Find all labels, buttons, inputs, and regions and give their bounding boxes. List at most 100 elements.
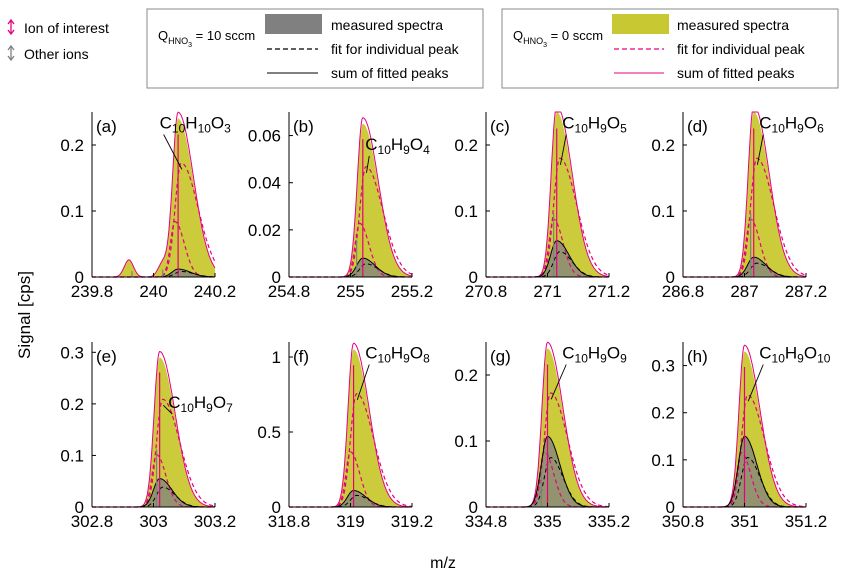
formula-label: C10H9O7 <box>168 393 233 415</box>
formula-pointer-line <box>550 364 567 400</box>
panel-letter: (e) <box>96 347 117 366</box>
formula-pointer-line <box>163 134 183 170</box>
x-tick-label: 335 <box>533 512 561 531</box>
formula-label: C10H9O9 <box>562 344 627 366</box>
panel-1: 0 0.02 0.04 0.06 254.8 255 255.2 (b) C10H9O4 <box>248 112 433 301</box>
y-tick-label: 0.2 <box>454 366 478 385</box>
panel-letter: (d) <box>687 117 708 136</box>
x-tick-label: 319 <box>336 512 364 531</box>
y-tick-label: 0.06 <box>248 127 281 146</box>
x-tick-label: 287 <box>730 282 758 301</box>
y-tick-label: 0 <box>75 498 84 517</box>
x-tick-label: 287.2 <box>785 282 828 301</box>
y-tick-label: 0.2 <box>651 136 675 155</box>
y-tick-label: 0 <box>666 498 675 517</box>
measured-area-10sccm <box>92 478 215 507</box>
legend-box1-item-1: fit for individual peak <box>331 41 460 57</box>
y-axis-title: Signal [cps] <box>15 271 34 359</box>
x-tick-label: 286.8 <box>662 282 705 301</box>
formula-pointer-line <box>756 134 764 165</box>
panel-5: 0 0.5 1 318.8 319 319.2 (f) C10H9O8 <box>257 342 433 531</box>
measured-area-10sccm <box>486 240 609 277</box>
formula-pointer-line <box>356 364 370 401</box>
y-tick-label: 0.1 <box>454 432 478 451</box>
fit-peak-0sccm-1 <box>683 157 807 278</box>
measured-area-10sccm <box>92 269 215 277</box>
measured-area-0sccm <box>683 112 806 277</box>
fit-peak-0sccm-2 <box>486 218 609 278</box>
measured-swatch-0 <box>612 14 669 34</box>
marker-legend: Ion of interest Other ions <box>7 18 109 62</box>
y-tick-label: 0.3 <box>60 343 84 362</box>
measured-area-0sccm <box>92 118 215 277</box>
y-tick-label: 0 <box>469 498 478 517</box>
x-tick-label: 335.2 <box>588 512 631 531</box>
y-tick-label: 0 <box>75 268 84 287</box>
x-tick-label: 240.2 <box>194 282 237 301</box>
fit-peak-0sccm-1 <box>92 162 216 278</box>
formula-pointer-line <box>747 364 764 402</box>
y-tick-label: 0.2 <box>454 136 478 155</box>
y-tick-label: 0.1 <box>454 202 478 221</box>
formula-pointer-line <box>366 155 370 173</box>
legend-box1-title: QHNO3 = 10 sccm <box>158 28 255 49</box>
formula-pointer-line <box>163 404 173 415</box>
x-tick-label: 255 <box>336 282 364 301</box>
legend-box2-item-0: measured spectra <box>677 17 789 33</box>
panel-letter: (h) <box>687 347 708 366</box>
y-tick-label: 0.3 <box>651 357 675 376</box>
legend-box-0sccm: QHNO3 = 0 sccm measured spectra fit for … <box>501 8 839 89</box>
measured-area-10sccm <box>289 258 412 277</box>
legend-box1-item-2: sum of fitted peaks <box>331 65 449 81</box>
y-tick-label: 0.1 <box>651 202 675 221</box>
y-tick-label: 0 <box>272 268 281 287</box>
ion-of-interest-marker-icon <box>7 18 15 36</box>
legend-box2-title: QHNO3 = 0 sccm <box>513 28 603 49</box>
legend-box-10sccm: QHNO3 = 10 sccm measured spectra fit for… <box>146 8 484 89</box>
x-tick-label: 271 <box>533 282 561 301</box>
panel-letter: (a) <box>96 117 117 136</box>
x-tick-label: 270.8 <box>465 282 508 301</box>
formula-label: C10H9O6 <box>759 114 824 136</box>
y-tick-label: 0.1 <box>60 202 84 221</box>
measured-area-0sccm <box>486 112 609 277</box>
panels: 0 0.1 0.2 239.8 240 240.2 (a) C10H10O3 0 0.02 0.04… <box>60 111 831 531</box>
y-tick-label: 0 <box>666 268 675 287</box>
y-tick-label: 0.1 <box>651 451 675 470</box>
panel-4: 0 0.1 0.2 0.3 302.8 303 303.2 (e) C10H9O7 <box>60 342 236 531</box>
x-tick-label: 271.2 <box>588 282 631 301</box>
formula-label: C10H9O4 <box>365 135 430 157</box>
panel-7: 0 0.1 0.2 0.3 350.8 351 351.2 (h) C10H9O10 <box>651 342 831 531</box>
legend-box2-item-2: sum of fitted peaks <box>677 65 795 81</box>
measured-swatch-10 <box>265 14 322 34</box>
y-tick-label: 0.5 <box>257 423 281 442</box>
measured-area-10sccm <box>289 490 412 507</box>
measured-area-0sccm <box>289 123 412 277</box>
x-tick-label: 240 <box>139 282 167 301</box>
measured-area-0sccm <box>289 349 412 507</box>
fit-peak-0sccm-1 <box>486 157 610 278</box>
formula-label: C10H9O10 <box>759 344 831 366</box>
measured-area-0sccm <box>92 357 215 507</box>
x-axis-title: m/z <box>430 555 456 572</box>
x-tick-label: 351.2 <box>785 512 828 531</box>
panel-3: 0 0.1 0.2 286.8 287 287.2 (d) C10H9O6 <box>651 111 828 301</box>
y-tick-label: 0.2 <box>60 395 84 414</box>
legend-box1-item-0: measured spectra <box>331 17 443 33</box>
panel-letter: (b) <box>293 117 314 136</box>
y-tick-label: 0.2 <box>651 404 675 423</box>
fit-peak-10sccm <box>92 486 215 508</box>
x-tick-label: 351 <box>730 512 758 531</box>
x-tick-label: 319.2 <box>391 512 434 531</box>
x-tick-label: 255.2 <box>391 282 434 301</box>
fit-peak-0sccm-2 <box>289 222 412 278</box>
fit-peak-0sccm-2 <box>683 218 806 278</box>
panel-letter: (g) <box>490 347 511 366</box>
x-tick-label: 318.8 <box>268 512 311 531</box>
formula-label: C10H10O3 <box>160 114 232 136</box>
y-tick-label: 0.02 <box>248 221 281 240</box>
legend-box2-item-1: fit for individual peak <box>677 41 806 57</box>
panel-6: 0 0.1 0.2 334.8 335 335.2 (g) C10H9O9 <box>454 341 631 531</box>
x-tick-label: 334.8 <box>465 512 508 531</box>
